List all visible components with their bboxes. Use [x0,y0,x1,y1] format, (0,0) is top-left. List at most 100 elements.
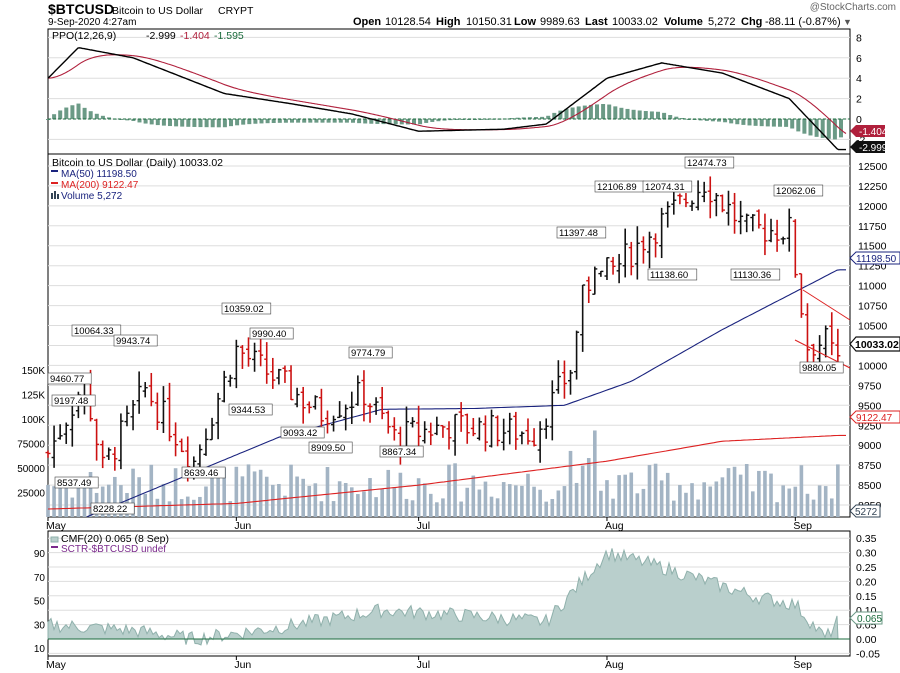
volume-bar [113,476,117,517]
volume-bar [374,497,378,517]
ohlc-bar [94,418,100,461]
ppo-hist-bar [619,107,624,119]
price-annotation-box [228,403,273,416]
ohlc-bar [331,415,337,432]
ppo-hist-bar [479,118,484,120]
volume-tick-label: 125K [22,391,46,402]
ohlc-bar [482,415,488,452]
ppo-hist-bar [558,110,563,119]
price-tick-label: 9750 [858,380,882,392]
ohlc-bar [537,421,543,463]
ohlc-bar [233,339,239,389]
ppo-hist-bar [88,111,93,119]
last-label: Last [585,16,608,28]
ppo-hist-bar [375,119,380,124]
ohlc-bar [495,415,501,447]
ppo-hist-bar [564,108,569,119]
ppo-tick-label: 8 [856,32,862,44]
volume-bar [556,490,561,517]
volume-bar [362,491,366,517]
price-annotation-box [773,184,824,197]
ohlc-bar [367,403,373,423]
ppo-hist-bar [412,119,416,125]
ohlc-bar [756,209,762,229]
ohlc-bar [598,270,604,277]
ohlc-bar [434,416,440,436]
volume-bar [416,478,421,517]
ma200-legend-swatch [51,182,58,184]
volume-bar [483,481,488,517]
price-annotation-box [308,441,353,454]
ohlc-bar [239,345,245,369]
volume-bar [829,498,834,517]
volume-bar [562,486,567,517]
cmf-left-axis: 90 70 50 30 10 [34,549,46,655]
sctr-legend: SCTR-$BTCUSD undef [61,544,166,555]
volume-bar [544,501,549,517]
volume-bar [277,483,281,517]
ohlc-bar [835,328,841,367]
volume-bar [271,484,275,517]
ppo-hist-bar [778,119,782,127]
volume-bar [459,501,463,517]
ppo-hist-bar [796,119,801,132]
ppo-hist-bar [729,119,734,124]
ohlc-bar [252,342,258,372]
ohlc-bar [452,413,458,456]
price-annotation-box [71,324,122,337]
ohlc-bar [270,357,276,389]
volume-bar [100,486,105,517]
cmf-tick-label: 0.35 [856,533,877,545]
ppo-hist-bar [302,119,307,123]
ppo-hist-bar [344,119,349,123]
ohlc-bar [215,392,221,440]
price-annotation: 9990.40 [252,329,286,340]
ppo-hist-bar [198,119,203,128]
volume-bar [665,472,670,517]
ppo-hist-bar [332,119,337,123]
volume-bar [702,482,706,517]
volume-bar [410,500,415,517]
ohlc-bar [361,370,367,422]
price-annotation: 8537.49 [57,478,91,489]
ppo-hist-bar [222,119,227,128]
price-annotation-box [280,426,325,439]
ppo-hist-bar [369,119,374,124]
ppo-hist-bar [216,119,221,128]
volume-bar [137,477,141,517]
volume-bar [781,485,785,517]
low-label: Low [514,16,536,28]
ohlc-bar [744,213,750,233]
volume-bar [349,487,354,517]
volume-bar [422,483,427,517]
ppo-legend: PPO(12,26,9) [52,30,116,42]
ppo-hist-bar [241,119,246,125]
ohlc-bar [100,440,106,469]
ppo-hist-bar [161,119,166,126]
month-label: Aug [605,659,624,671]
ohlc-bar [246,337,251,367]
price-annotation-box [556,226,607,239]
ppo-hist-bar [820,119,825,138]
ppo-hist-bar [649,111,654,119]
ohlc-bar [774,219,780,252]
ppo-hist-bar [595,104,599,119]
ohlc-bar [507,412,513,445]
ppo-hist-bar [771,119,776,127]
volume-bar [726,468,731,517]
ppo-hist-bar [192,119,197,127]
ppo-tick-label: -2 [856,134,865,146]
volume-bar [52,486,56,517]
price-tick-label: 11000 [858,281,887,293]
ppo-signal-tag-text: -1.404 [859,127,888,138]
ma50-legend: MA(50) 11198.50 [61,169,137,180]
ppo-hist-bar [393,119,398,125]
ohlc-bar [586,276,592,303]
ohlc-bar [142,382,148,398]
ohlc-bar [324,410,330,434]
month-label: Sep [793,520,812,532]
volume-bar [769,473,773,517]
ppo-tick-label: 0 [856,114,862,126]
ohlc-bar [160,386,166,433]
price-annotation: 9197.48 [54,396,88,407]
